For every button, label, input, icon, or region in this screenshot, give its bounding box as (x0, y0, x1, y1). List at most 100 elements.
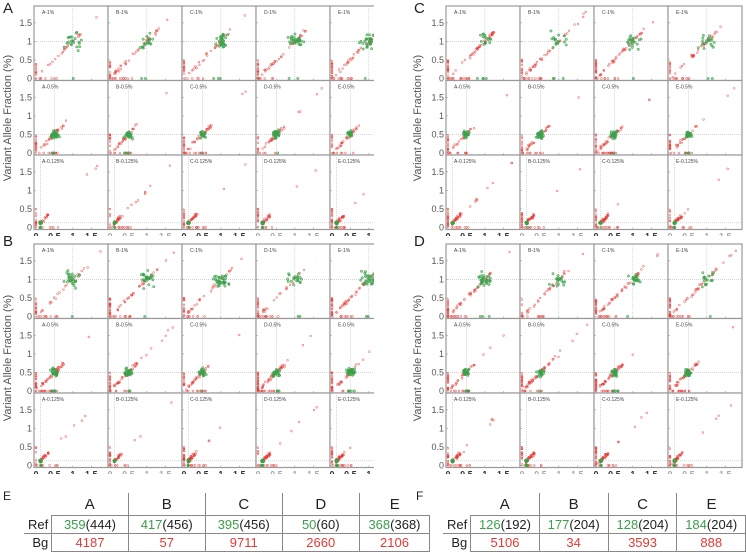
x-tick-label: 1.5 (645, 232, 658, 237)
ref-point (628, 44, 630, 46)
ref-point (488, 315, 490, 317)
ref-point (68, 279, 70, 281)
x-tick-label: 0.5 (344, 470, 357, 475)
ref-point (465, 131, 467, 133)
x-tick-label: 0 (667, 232, 672, 237)
subplot-label: D-0.125% (264, 159, 287, 165)
subplot-label: D-1% (264, 10, 277, 16)
ref-point (149, 32, 151, 34)
ref-point (684, 370, 686, 372)
ref-point (552, 36, 554, 38)
ref-point (287, 280, 289, 282)
ref-point (360, 279, 362, 281)
ref-point (634, 279, 636, 281)
ref-point (481, 315, 483, 317)
ref-point (537, 375, 539, 377)
x-tick-label: 1.5 (159, 470, 172, 475)
ref-point (216, 282, 218, 284)
subplot-label: B-0.5% (116, 85, 133, 91)
ref-point (711, 279, 713, 281)
panel-letter-e: E (3, 489, 11, 503)
ref-point (550, 30, 552, 32)
subplot: D-0.5% (256, 81, 330, 156)
ref-point (611, 134, 613, 136)
ref-point (275, 136, 277, 138)
ref-point (272, 375, 274, 377)
subplot-label: A-1% (454, 10, 467, 16)
ref-point (294, 33, 296, 35)
ref-point (148, 284, 150, 286)
ref-point (203, 134, 205, 136)
subplot: A-0.5% (446, 81, 520, 156)
subplot-label: E-1% (676, 10, 689, 16)
ref-point (610, 131, 612, 133)
ref-point (144, 77, 146, 79)
y-tick-label: 1 (27, 274, 32, 284)
ref-point (78, 46, 80, 48)
ref-point (702, 272, 704, 274)
ref-point (628, 48, 630, 50)
ref-point (525, 222, 527, 224)
y-tick-label: 0.5 (431, 55, 444, 65)
subplot-label: B-0.5% (528, 323, 545, 329)
y-tick-label: 0.5 (19, 293, 32, 303)
x-tick-label: 1 (144, 232, 149, 237)
ref-point (482, 274, 484, 276)
y-tick-label: 0.5 (19, 129, 32, 139)
ref-point (614, 390, 616, 392)
subplot-label: E-1% (338, 10, 351, 16)
ref-point (335, 222, 337, 224)
subplot-label: A-0.125% (454, 159, 477, 165)
ref-point (114, 221, 116, 223)
ref-point (636, 43, 638, 45)
ref-point (69, 275, 71, 277)
ref-point (149, 42, 151, 44)
ref-point (288, 274, 290, 276)
ref-point (299, 315, 301, 317)
subplot-label: C-1% (602, 10, 615, 16)
ref-point (187, 464, 189, 466)
ref-point (701, 40, 703, 42)
ref-point (187, 461, 189, 463)
ref-point (632, 282, 634, 284)
ref-point (598, 222, 600, 224)
ref-point (142, 38, 144, 40)
ref-point (611, 370, 613, 372)
ref-point (553, 77, 555, 79)
ref-point (674, 222, 676, 224)
ref-point (558, 278, 560, 280)
subplot: A-0.125% (446, 155, 520, 230)
subplot-label: B-1% (116, 10, 129, 16)
y-tick-label: 0 (27, 148, 32, 158)
ref-point (705, 40, 707, 42)
x-tick-label: 0.5 (48, 470, 61, 475)
ref-point (370, 48, 372, 50)
ref-point (552, 272, 554, 274)
ref-point (74, 280, 76, 282)
ref-point (275, 132, 277, 134)
subplot: E-1% (330, 6, 374, 81)
y-tick-label: 1 (439, 36, 444, 46)
ref-point (365, 43, 367, 45)
ref-point (557, 40, 559, 42)
subplot-label: E-0.125% (338, 159, 361, 165)
y-tick-label: 1 (439, 274, 444, 284)
ref-point (262, 460, 264, 462)
ref-point (630, 39, 632, 41)
subplot: A-0.5% (446, 319, 520, 394)
ref-point (697, 47, 699, 49)
ref-point (710, 43, 712, 45)
x-tick-label: 0 (255, 470, 260, 475)
subplot: A-1% (446, 244, 520, 319)
ref-point (350, 131, 352, 133)
ref-point (74, 275, 76, 277)
x-tick-label: 1 (70, 232, 75, 237)
ref-point (126, 132, 128, 134)
ref-point (707, 37, 709, 39)
subplot: E-0.125% (668, 155, 742, 230)
ref-point (612, 390, 614, 392)
subplot-label: B-0.5% (528, 85, 545, 91)
ref-point (150, 276, 152, 278)
subplot: B-0.125% (108, 393, 182, 468)
ref-point (54, 132, 56, 134)
